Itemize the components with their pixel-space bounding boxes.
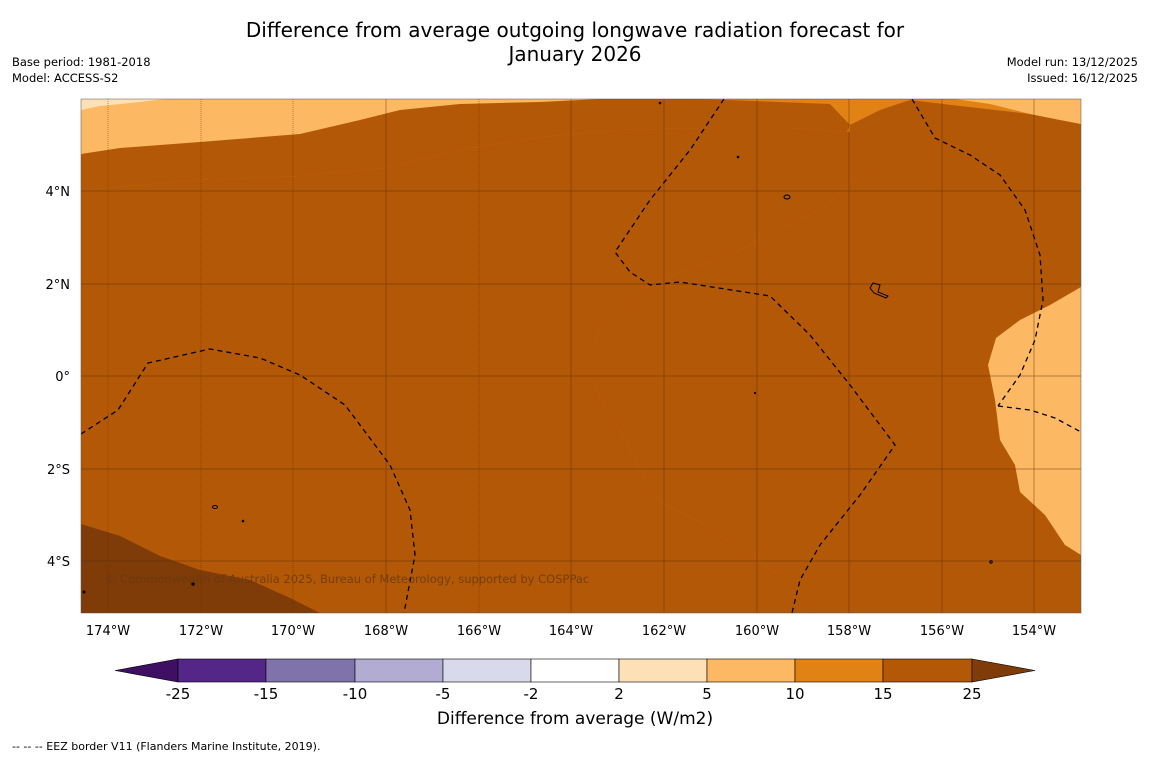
lat-tick-label: 4°S — [47, 555, 70, 570]
colorbar-tick-label: 5 — [702, 685, 712, 703]
lon-tick-label: 160°W — [735, 624, 779, 639]
issued-date: Issued: 16/12/2025 — [1027, 71, 1138, 85]
lon-tick-label: 172°W — [179, 624, 223, 639]
colorbar-tick-label: 2 — [614, 685, 624, 703]
graticule — [81, 99, 1081, 613]
copyright-notice: © Commonwealth of Australia 2025, Bureau… — [105, 572, 590, 586]
colorbar-segment — [265, 658, 356, 683]
lat-tick-label: 4°N — [46, 185, 71, 200]
lon-tick-label: 164°W — [549, 624, 593, 639]
map-plot-area — [81, 99, 1081, 613]
eez-borders — [81, 99, 1081, 613]
eez-legend-footer: -- -- -- EEZ border V11 (Flanders Marine… — [12, 740, 321, 753]
colorbar-segment — [177, 658, 267, 683]
lon-tick-label: 158°W — [827, 624, 871, 639]
colorbar-tick-label: -2 — [524, 685, 539, 703]
colorbar-segment — [442, 658, 532, 683]
colorbar-segment — [794, 658, 884, 683]
region-5-10-east — [988, 287, 1081, 555]
region-5-10-northeast — [955, 99, 1081, 124]
colorbar-tick-label: 25 — [962, 685, 981, 703]
meta-right: Model run: 13/12/2025 Issued: 16/12/2025 — [1007, 54, 1138, 86]
lon-tick-label: 156°W — [920, 624, 964, 639]
colorbar — [114, 658, 1036, 683]
lon-tick-label: 174°W — [86, 624, 130, 639]
colorbar-segment — [882, 658, 973, 683]
colorbar-extend-high — [971, 658, 1036, 683]
colorbar-tick-label: 15 — [873, 685, 892, 703]
colorbar-labels: -25 -15 -10 -5 -2 2 5 10 15 25 — [166, 685, 982, 703]
lat-tick-label: 0° — [55, 370, 70, 385]
colorbar-segment — [530, 658, 620, 683]
colorbar-title: Difference from average (W/m2) — [436, 709, 714, 729]
lon-tick-label: 162°W — [642, 624, 686, 639]
title-line-1: Difference from average outgoing longwav… — [245, 18, 905, 42]
colorbar-tick-label: -5 — [436, 685, 451, 703]
base-period: Base period: 1981-2018 — [12, 55, 151, 69]
region-gt25-top — [81, 524, 320, 613]
model-run: Model run: 13/12/2025 — [1006, 55, 1138, 69]
lon-tick-label: 154°W — [1012, 624, 1056, 639]
map-frame — [80, 98, 1082, 614]
region-5-10-north — [81, 99, 600, 154]
model-name: Model: ACCESS-S2 — [12, 71, 119, 85]
lon-tick-label: 166°W — [457, 624, 501, 639]
title-line-2: January 2026 — [508, 42, 642, 66]
colorbar-tick-label: -15 — [254, 685, 279, 703]
region-2-5-corner — [81, 99, 165, 110]
colorbar-segment — [354, 658, 444, 683]
islands — [82, 101, 993, 594]
colorbar-tick-label: -25 — [166, 685, 191, 703]
lon-tick-label: 170°W — [271, 624, 315, 639]
lat-tick-label: 2°N — [46, 278, 71, 293]
lon-tick-label: 168°W — [364, 624, 408, 639]
colorbar-extend-low — [114, 658, 179, 683]
colorbar-tick-label: -10 — [343, 685, 368, 703]
lat-tick-label: 2°S — [47, 463, 70, 478]
region-15-25-north — [81, 128, 890, 613]
latitude-labels: 4°N 2°N 0° 2°S 4°S — [46, 185, 71, 570]
colorbar-segment — [706, 658, 796, 683]
colorbar-segment — [618, 658, 708, 683]
colorbar-tick-label: 10 — [785, 685, 804, 703]
chart-title: Difference from average outgoing longwav… — [0, 18, 1150, 66]
meta-left: Base period: 1981-2018 Model: ACCESS-S2 — [12, 54, 151, 86]
longitude-labels: 174°W 172°W 170°W 168°W 166°W 164°W 162°W 160°W… — [86, 624, 1056, 639]
